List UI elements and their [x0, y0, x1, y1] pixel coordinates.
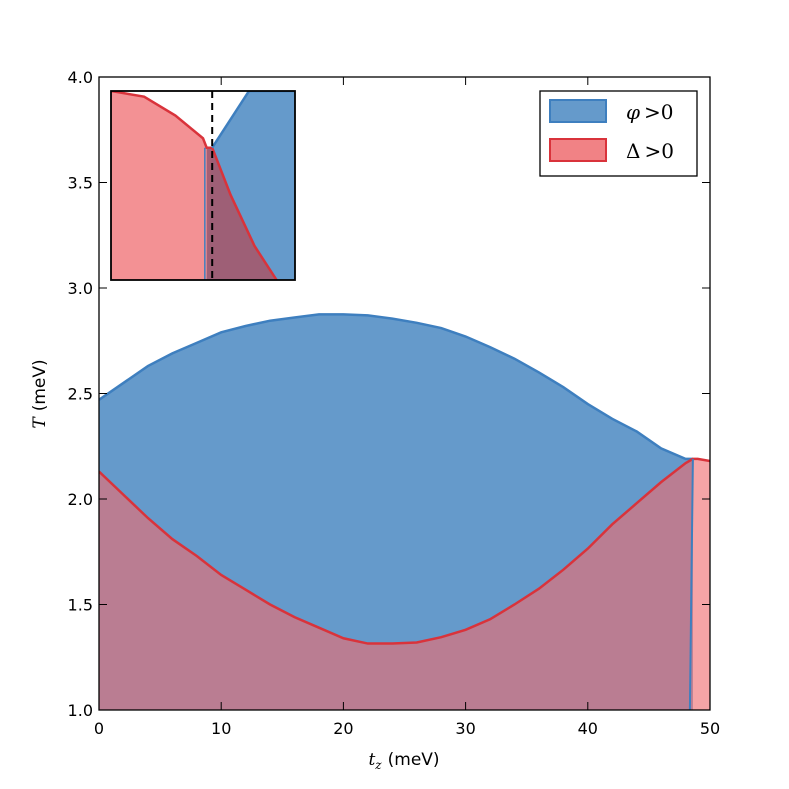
- inset-plot: [110, 90, 296, 281]
- inset-area: [111, 91, 295, 280]
- series-delta-area: [99, 458, 710, 710]
- plot-area: [99, 313, 710, 710]
- inset-frame: [110, 90, 296, 281]
- y-tick-label: 1.5: [68, 596, 93, 615]
- x-tick-label: 30: [455, 719, 475, 738]
- y-tick-label: 2.5: [68, 385, 93, 404]
- x-axis-label: tz (meV): [368, 750, 439, 772]
- inset-delta-boundary: [111, 91, 278, 280]
- y-tick-label: 3.0: [68, 279, 93, 298]
- y-axis-label: T(meV): [30, 359, 50, 428]
- y-tick-label: 4.0: [68, 68, 93, 87]
- y-tick-label: 2.0: [68, 490, 93, 509]
- legend-swatch-phi: [549, 99, 607, 123]
- legend-label-phi: φ >0: [626, 100, 674, 124]
- x-tick-label: 0: [94, 719, 104, 738]
- y-tick-label: 1.0: [68, 701, 93, 720]
- legend: φ >0 Δ >0: [539, 90, 698, 177]
- axis-ticks: 0 10 20 30 40 50 1.0 1.5 2.0 2.5 3.0 3.5 4.0: [68, 68, 721, 738]
- y-tick-label: 3.5: [68, 174, 93, 193]
- series-phi-right-edge: [688, 458, 694, 710]
- legend-swatch-delta: [549, 138, 607, 162]
- series-delta-boundary: [99, 457, 710, 645]
- x-tick-label: 40: [578, 719, 598, 738]
- series-phi-boundary: [99, 313, 693, 461]
- x-tick-label: 50: [700, 719, 720, 738]
- x-tick-label: 20: [333, 719, 353, 738]
- inset-phi-boundary: [211, 91, 295, 149]
- x-tick-label: 10: [211, 719, 231, 738]
- legend-label-delta: Δ >0: [626, 139, 674, 163]
